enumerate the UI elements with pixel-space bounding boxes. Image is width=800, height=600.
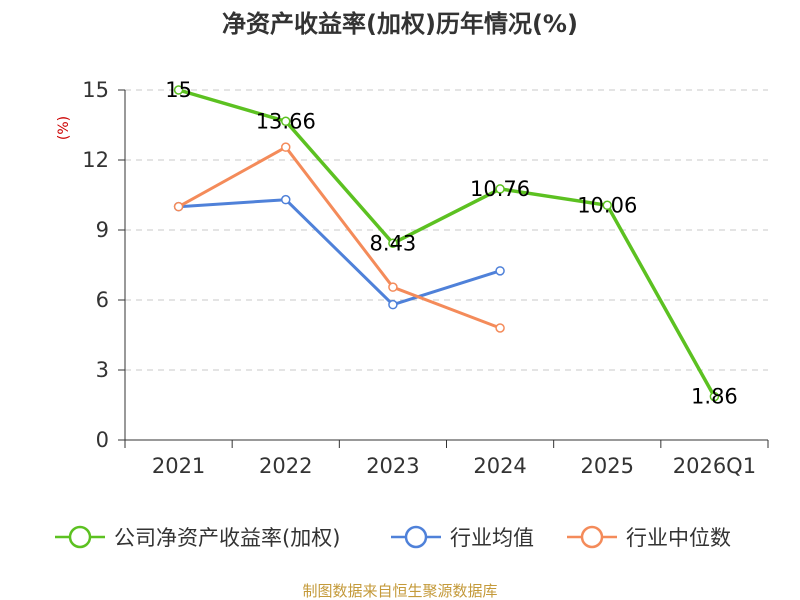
x-tick-label: 2023 <box>366 454 419 478</box>
y-tick-label: 12 <box>82 148 109 172</box>
data-point <box>388 238 398 249</box>
data-label: 15 <box>165 78 192 102</box>
x-tick-label: 2025 <box>581 454 634 478</box>
data-label: 8.43 <box>370 231 417 255</box>
x-tick-label: 2026Q1 <box>673 454 756 478</box>
data-point <box>495 184 505 194</box>
data-source-note: 制图数据来自恒生聚源数据库 <box>302 582 497 600</box>
data-point <box>495 266 505 276</box>
data-label: 13.66 <box>256 109 316 133</box>
data-point <box>173 201 184 212</box>
legend-label: 行业中位数 <box>626 526 731 550</box>
y-tick-label: 0 <box>96 428 109 452</box>
data-point <box>388 282 398 292</box>
data-point <box>281 116 291 127</box>
data-point <box>602 200 612 211</box>
legend-swatch-marker <box>68 525 92 549</box>
legend-label: 行业均值 <box>450 526 534 550</box>
data-point <box>495 323 505 333</box>
data-label: 10.06 <box>577 193 637 217</box>
data-label: 1.86 <box>691 385 738 409</box>
chart-title: 净资产收益率(加权)历年情况(%) <box>222 10 578 38</box>
y-axis-unit: (%) <box>56 116 72 140</box>
data-point <box>173 85 184 95</box>
series-line <box>177 145 501 330</box>
x-tick-label: 2024 <box>473 454 526 478</box>
legend-label: 公司净资产收益率(加权) <box>114 526 340 550</box>
data-point <box>281 142 291 152</box>
y-tick-label: 9 <box>96 218 109 242</box>
legend-swatch-marker <box>580 525 604 549</box>
y-tick-label: 15 <box>82 78 109 102</box>
data-point <box>388 299 398 310</box>
series-line <box>178 88 716 398</box>
data-label: 10.76 <box>470 177 530 201</box>
series-line <box>178 198 501 307</box>
x-tick-label: 2021 <box>152 454 205 478</box>
data-point <box>281 194 291 205</box>
y-tick-label: 3 <box>96 358 109 382</box>
legend-swatch-marker <box>404 525 428 549</box>
x-tick-label: 2022 <box>259 454 312 478</box>
data-point <box>709 391 720 402</box>
y-tick-label: 6 <box>96 288 109 312</box>
